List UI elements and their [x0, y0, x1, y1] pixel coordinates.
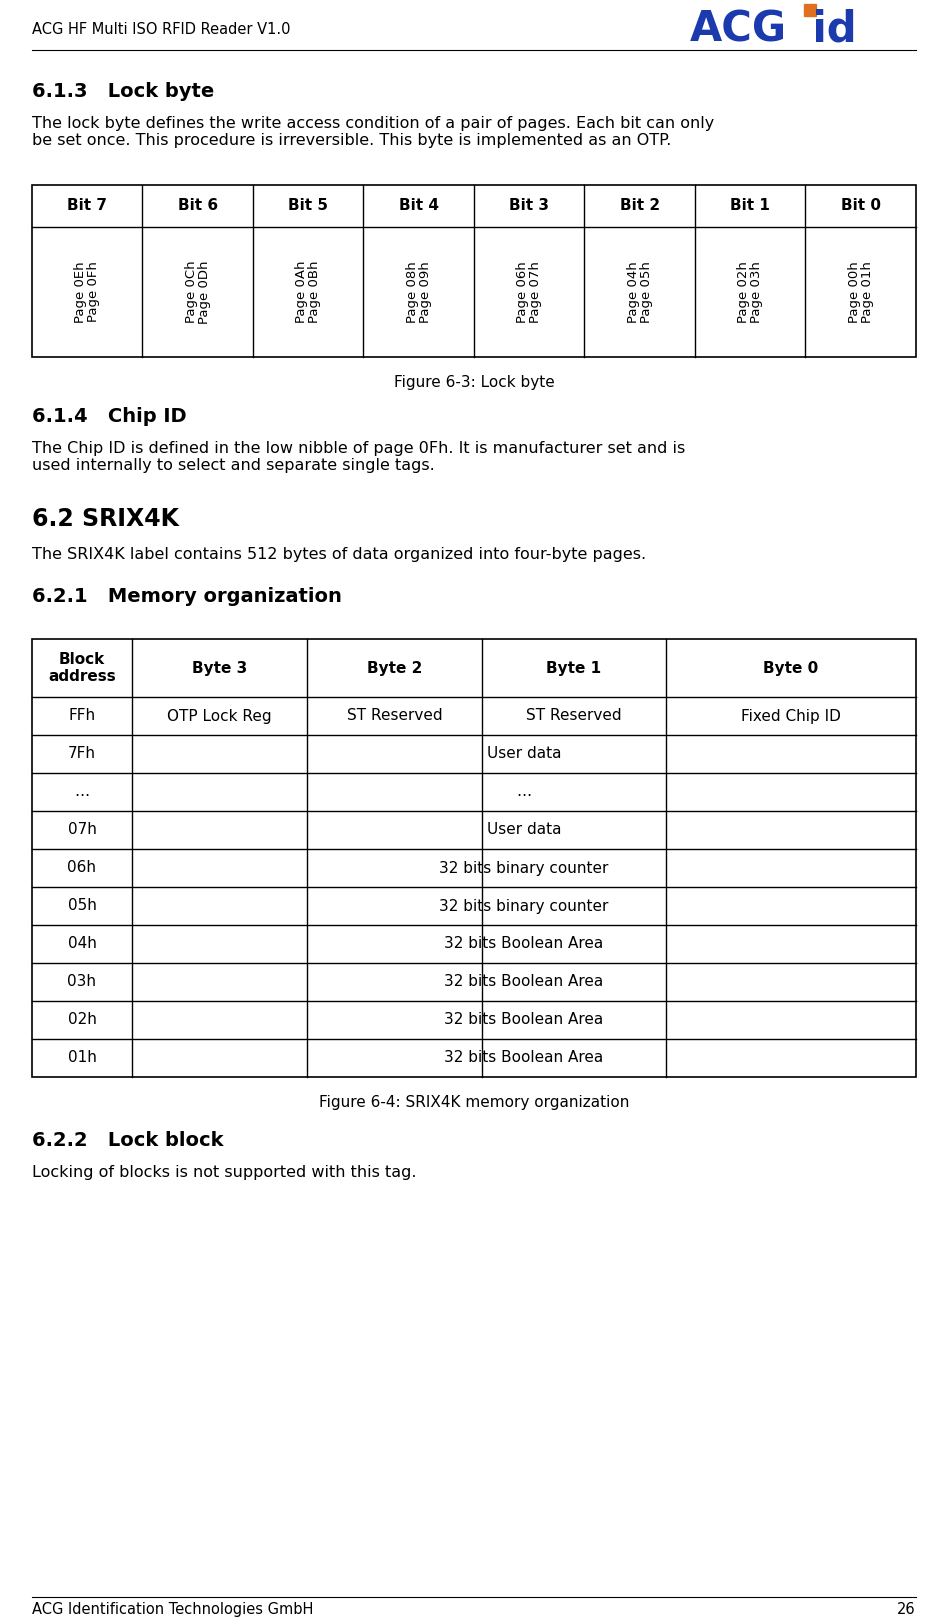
Text: Byte 0: Byte 0 — [763, 660, 819, 675]
Text: Byte 2: Byte 2 — [367, 660, 422, 675]
Text: Page 09h: Page 09h — [419, 261, 431, 323]
Text: User data: User data — [486, 822, 561, 837]
Text: OTP Lock Reg: OTP Lock Reg — [167, 709, 272, 723]
Text: 03h: 03h — [67, 975, 97, 989]
Text: Bit 0: Bit 0 — [841, 198, 881, 214]
Text: ACG Identification Technologies GmbH: ACG Identification Technologies GmbH — [32, 1603, 314, 1617]
Text: Bit 2: Bit 2 — [620, 198, 660, 214]
Text: 32 bits Boolean Area: 32 bits Boolean Area — [445, 1051, 604, 1066]
Text: 32 bits binary counter: 32 bits binary counter — [439, 861, 609, 876]
Text: Fixed Chip ID: Fixed Chip ID — [741, 709, 841, 723]
Text: Bit 4: Bit 4 — [399, 198, 439, 214]
Text: 6.2.1   Memory organization: 6.2.1 Memory organization — [32, 587, 342, 607]
Text: User data: User data — [486, 746, 561, 761]
Text: Bit 6: Bit 6 — [177, 198, 218, 214]
Text: ACG HF Multi ISO RFID Reader V1.0: ACG HF Multi ISO RFID Reader V1.0 — [32, 23, 290, 37]
Text: Figure 6-3: Lock byte: Figure 6-3: Lock byte — [393, 375, 555, 389]
Text: 6.2 SRIX4K: 6.2 SRIX4K — [32, 508, 179, 530]
Text: Byte 3: Byte 3 — [191, 660, 247, 675]
Text: …: … — [517, 785, 532, 800]
Text: Page 0Ch: Page 0Ch — [185, 261, 198, 323]
Text: Bit 3: Bit 3 — [509, 198, 549, 214]
Text: The Chip ID is defined in the low nibble of page 0Fh. It is manufacturer set and: The Chip ID is defined in the low nibble… — [32, 441, 685, 474]
Text: Page 04h: Page 04h — [627, 261, 640, 323]
Bar — [804, 3, 816, 16]
Text: Bit 7: Bit 7 — [67, 198, 107, 214]
Text: Locking of blocks is not supported with this tag.: Locking of blocks is not supported with … — [32, 1165, 416, 1179]
Text: The lock byte defines the write access condition of a pair of pages. Each bit ca: The lock byte defines the write access c… — [32, 117, 714, 148]
Text: Figure 6-4: SRIX4K memory organization: Figure 6-4: SRIX4K memory organization — [319, 1095, 629, 1109]
Text: 32 bits Boolean Area: 32 bits Boolean Area — [445, 975, 604, 989]
Bar — [32, 185, 916, 357]
Text: Page 03h: Page 03h — [750, 261, 763, 323]
Text: Byte 1: Byte 1 — [546, 660, 602, 675]
Text: Page 05h: Page 05h — [640, 261, 653, 323]
Text: 32 bits binary counter: 32 bits binary counter — [439, 899, 609, 913]
Text: Page 0Fh: Page 0Fh — [87, 261, 100, 323]
Text: 6.1.3   Lock byte: 6.1.3 Lock byte — [32, 83, 214, 101]
Text: Page 06h: Page 06h — [517, 261, 529, 323]
Text: 02h: 02h — [67, 1012, 97, 1027]
Text: The SRIX4K label contains 512 bytes of data organized into four-byte pages.: The SRIX4K label contains 512 bytes of d… — [32, 547, 647, 561]
Text: Page 08h: Page 08h — [406, 261, 419, 323]
Text: Page 01h: Page 01h — [861, 261, 874, 323]
Text: 6.1.4   Chip ID: 6.1.4 Chip ID — [32, 407, 187, 427]
Text: Page 0Bh: Page 0Bh — [308, 261, 321, 323]
Text: 6.2.2   Lock block: 6.2.2 Lock block — [32, 1131, 224, 1150]
Bar — [32, 639, 916, 1077]
Text: 04h: 04h — [67, 936, 97, 952]
Text: 7Fh: 7Fh — [68, 746, 96, 761]
Text: Bit 5: Bit 5 — [288, 198, 328, 214]
Text: Page 0Ah: Page 0Ah — [295, 261, 308, 323]
Text: 01h: 01h — [67, 1051, 97, 1066]
Text: …: … — [75, 785, 89, 800]
Text: 32 bits Boolean Area: 32 bits Boolean Area — [445, 1012, 604, 1027]
Text: FFh: FFh — [68, 709, 96, 723]
Text: 07h: 07h — [67, 822, 97, 837]
Text: id: id — [798, 8, 857, 50]
Text: 05h: 05h — [67, 899, 97, 913]
Text: Page 0Eh: Page 0Eh — [74, 261, 87, 323]
Text: Page 00h: Page 00h — [848, 261, 861, 323]
Text: Page 0Dh: Page 0Dh — [198, 260, 210, 324]
Text: ST Reserved: ST Reserved — [347, 709, 443, 723]
Text: 26: 26 — [898, 1603, 916, 1617]
Text: Page 07h: Page 07h — [529, 261, 542, 323]
Text: ACG: ACG — [690, 8, 787, 50]
Text: Block
address: Block address — [48, 652, 116, 684]
Text: Bit 1: Bit 1 — [730, 198, 770, 214]
Text: 06h: 06h — [67, 861, 97, 876]
Text: 32 bits Boolean Area: 32 bits Boolean Area — [445, 936, 604, 952]
Text: ST Reserved: ST Reserved — [526, 709, 622, 723]
Text: Page 02h: Page 02h — [738, 261, 750, 323]
